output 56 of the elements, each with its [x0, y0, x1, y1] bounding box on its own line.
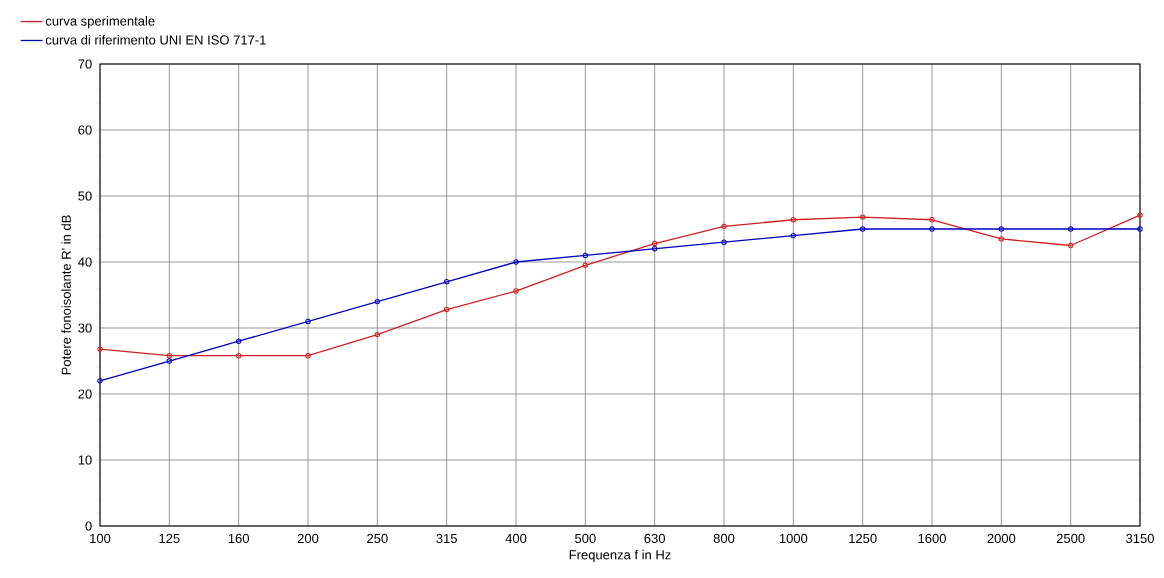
- point: [998, 236, 1005, 242]
- point: [305, 318, 311, 325]
- point: [651, 240, 658, 247]
- point: [998, 226, 1005, 232]
- point: [721, 239, 727, 245]
- x-tick-label: 250: [367, 533, 388, 543]
- point: [929, 226, 935, 232]
- point: [1067, 242, 1074, 249]
- point: [443, 306, 450, 313]
- x-tick-label: 1000: [779, 533, 808, 543]
- y-tick-label: 30: [78, 323, 92, 333]
- y-axis-title: Potere fonoisolante R' in dB: [61, 215, 71, 375]
- point: [374, 331, 381, 338]
- x-tick-label: 200: [297, 533, 319, 543]
- x-tick-label: 1600: [918, 533, 946, 543]
- x-tick-label: 2000: [987, 533, 1016, 543]
- x-tick-label: 315: [436, 533, 457, 543]
- x-tick-label: 100: [90, 533, 111, 543]
- y-tick-label: 60: [78, 125, 92, 135]
- point: [859, 214, 866, 220]
- point: [513, 259, 519, 265]
- y-tick-label: 0: [85, 521, 92, 531]
- point: [790, 217, 797, 223]
- point: [235, 353, 242, 359]
- point: [582, 252, 589, 259]
- x-tick-label: 400: [505, 533, 527, 543]
- x-axis-title: Frequenza f in Hz: [569, 549, 671, 562]
- point: [166, 358, 173, 364]
- point: [305, 353, 311, 359]
- legend-label: curva sperimentale: [45, 16, 155, 29]
- point: [166, 353, 173, 359]
- x-tick-label: 1250: [849, 533, 877, 543]
- point: [443, 279, 450, 285]
- x-tick-label: 125: [159, 533, 180, 543]
- point: [929, 217, 935, 223]
- point: [790, 232, 797, 239]
- point: [235, 338, 242, 344]
- point: [582, 262, 589, 268]
- point: [651, 246, 658, 252]
- x-tick-label: 160: [228, 533, 250, 543]
- point: [374, 298, 381, 305]
- y-tick-label: 50: [78, 191, 92, 201]
- point: [513, 288, 519, 294]
- x-tick-label: 800: [713, 533, 735, 543]
- x-tick-label: 2500: [1056, 533, 1085, 543]
- y-tick-label: 20: [78, 389, 92, 399]
- point: [1067, 226, 1074, 232]
- point: [859, 226, 866, 232]
- y-tick-label: 70: [78, 59, 92, 69]
- legend-label: curva di riferimento UNI EN ISO 717-1: [45, 35, 266, 45]
- x-tick-label: 630: [644, 533, 666, 543]
- y-tick-label: 10: [78, 455, 92, 465]
- x-tick-label: 500: [575, 533, 596, 543]
- y-tick-label: 40: [78, 257, 92, 267]
- point: [721, 223, 727, 230]
- x-tick-label: 3150: [1126, 533, 1154, 543]
